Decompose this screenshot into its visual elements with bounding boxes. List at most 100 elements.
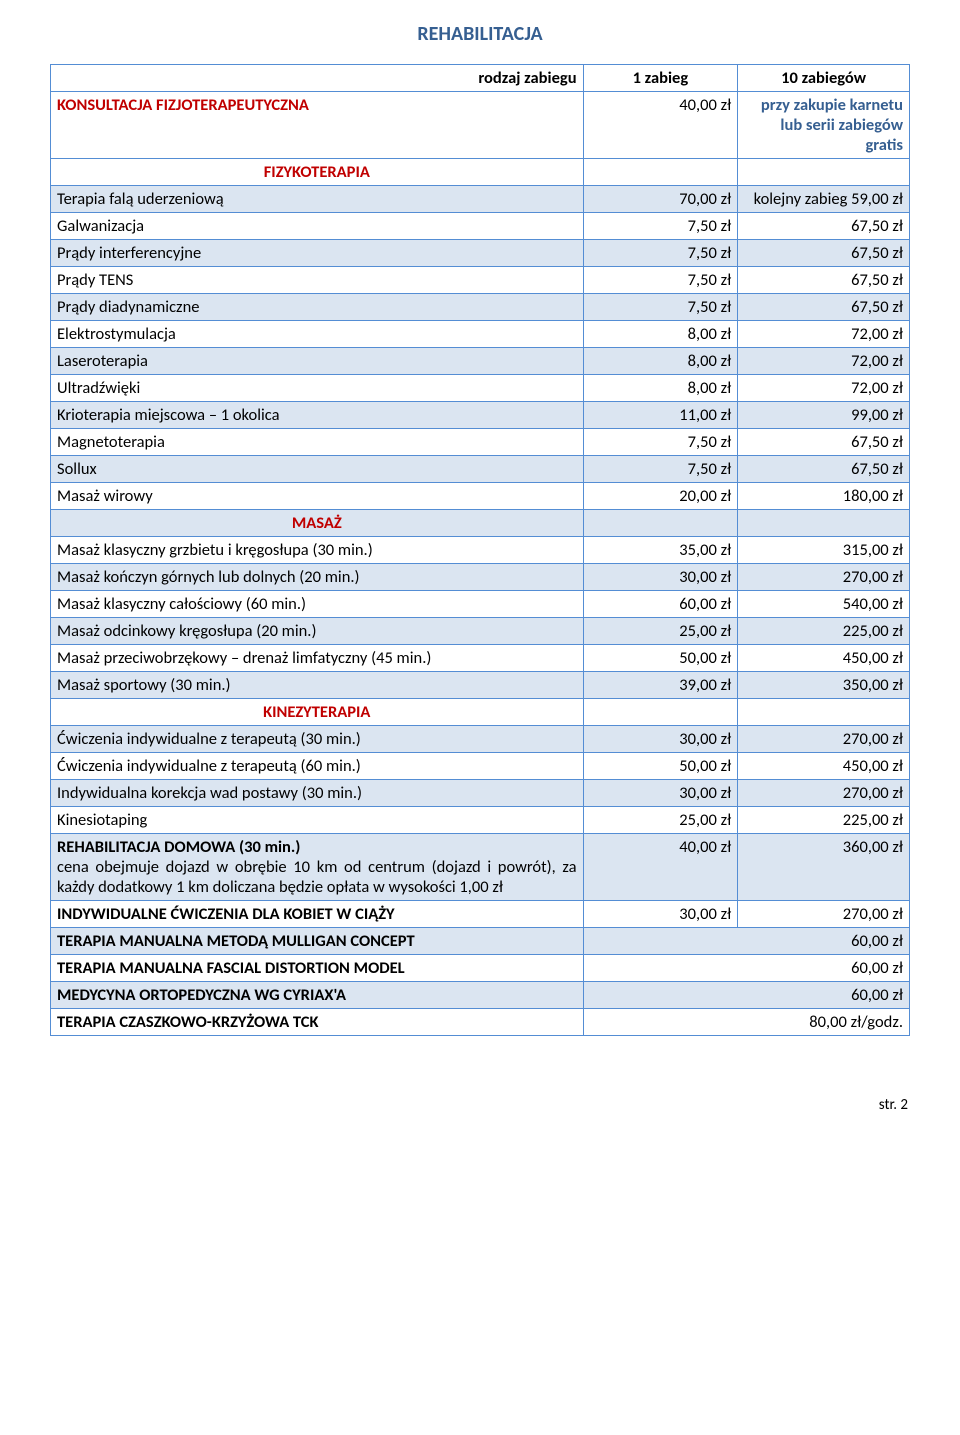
row-label: REHABILITACJA DOMOWA (30 min.)cena obejm… <box>51 834 584 901</box>
table-row: Ćwiczenia indywidualne z terapeutą (60 m… <box>51 753 910 780</box>
row-price-1: 8,00 zł <box>583 321 738 348</box>
table-row: Masaż przeciwobrzękowy – drenaż limfatyc… <box>51 645 910 672</box>
row-price-1: 7,50 zł <box>583 294 738 321</box>
table-row: Masaż sportowy (30 min.)39,00 zł350,00 z… <box>51 672 910 699</box>
row-label: Prądy TENS <box>51 267 584 294</box>
table-row: Krioterapia miejscowa – 1 okolica11,00 z… <box>51 402 910 429</box>
row-price-1: 30,00 zł <box>583 780 738 807</box>
row-price-10: kolejny zabieg 59,00 zł <box>738 186 910 213</box>
row-desc: cena obejmuje dojazd w obrębie 10 km od … <box>57 857 577 897</box>
row-price-10: 72,00 zł <box>738 375 910 402</box>
row-label: Masaż odcinkowy kręgosłupa (20 min.) <box>51 618 584 645</box>
row-label: FIZYKOTERAPIA <box>51 159 584 186</box>
row-price-10: 450,00 zł <box>738 753 910 780</box>
row-label: TERAPIA CZASZKOWO-KRZYŻOWA TCK <box>51 1009 584 1036</box>
row-label: Magnetoterapia <box>51 429 584 456</box>
row-price-10: 270,00 zł <box>738 901 910 928</box>
row-price-1 <box>583 159 738 186</box>
row-price-1: 11,00 zł <box>583 402 738 429</box>
row-label: TERAPIA MANUALNA METODĄ MULLIGAN CONCEPT <box>51 928 584 955</box>
row-price-10: 67,50 zł <box>738 213 910 240</box>
row-price-10: 315,00 zł <box>738 537 910 564</box>
row-price-10: 67,50 zł <box>738 294 910 321</box>
row-price-merged: 60,00 zł <box>583 928 909 955</box>
row-label: Masaż wirowy <box>51 483 584 510</box>
row-price-1: 60,00 zł <box>583 591 738 618</box>
row-label: Prądy diadynamiczne <box>51 294 584 321</box>
table-row: MASAŻ <box>51 510 910 537</box>
row-label: INDYWIDUALNE ĆWICZENIA DLA KOBIET W CIĄŻ… <box>51 901 584 928</box>
row-price-1: 7,50 zł <box>583 429 738 456</box>
row-label: Masaż klasyczny grzbietu i kręgosłupa (3… <box>51 537 584 564</box>
table-row: Kinesiotaping25,00 zł225,00 zł <box>51 807 910 834</box>
table-row: FIZYKOTERAPIA <box>51 159 910 186</box>
table-row: Elektrostymulacja8,00 zł72,00 zł <box>51 321 910 348</box>
table-row: Masaż kończyn górnych lub dolnych (20 mi… <box>51 564 910 591</box>
row-label: MASAŻ <box>51 510 584 537</box>
row-price-1: 70,00 zł <box>583 186 738 213</box>
page-footer: str. 2 <box>50 1096 910 1114</box>
row-price-1: 7,50 zł <box>583 456 738 483</box>
table-row: Masaż wirowy20,00 zł180,00 zł <box>51 483 910 510</box>
row-label: KONSULTACJA FIZJOTERAPEUTYCZNA <box>51 92 584 159</box>
table-row: Indywidualna korekcja wad postawy (30 mi… <box>51 780 910 807</box>
row-price-10: 270,00 zł <box>738 564 910 591</box>
row-price-10: 67,50 zł <box>738 240 910 267</box>
row-label: Laseroterapia <box>51 348 584 375</box>
table-row: Galwanizacja7,50 zł67,50 zł <box>51 213 910 240</box>
row-price-1: 50,00 zł <box>583 645 738 672</box>
row-price-1: 20,00 zł <box>583 483 738 510</box>
row-price-10: 180,00 zł <box>738 483 910 510</box>
row-label: Terapia falą uderzeniową <box>51 186 584 213</box>
row-price-10 <box>738 159 910 186</box>
row-label: Ćwiczenia indywidualne z terapeutą (60 m… <box>51 753 584 780</box>
row-label: TERAPIA MANUALNA FASCIAL DISTORTION MODE… <box>51 955 584 982</box>
table-row: TERAPIA MANUALNA METODĄ MULLIGAN CONCEPT… <box>51 928 910 955</box>
row-price-1: 8,00 zł <box>583 375 738 402</box>
row-price-10: 225,00 zł <box>738 807 910 834</box>
row-price-1: 30,00 zł <box>583 564 738 591</box>
row-price-10: 350,00 zł <box>738 672 910 699</box>
row-price-10 <box>738 510 910 537</box>
row-price-1: 7,50 zł <box>583 267 738 294</box>
row-price-1: 39,00 zł <box>583 672 738 699</box>
row-price-1: 25,00 zł <box>583 807 738 834</box>
row-price-10: 270,00 zł <box>738 780 910 807</box>
row-price-1: 40,00 zł <box>583 834 738 901</box>
table-row: KINEZYTERAPIA <box>51 699 910 726</box>
row-title: REHABILITACJA DOMOWA (30 min.) <box>57 837 300 857</box>
row-price-10: 450,00 zł <box>738 645 910 672</box>
price-table: rodzaj zabiegu1 zabieg10 zabiegówKONSULT… <box>50 64 910 1036</box>
row-price-merged: 60,00 zł <box>583 982 909 1009</box>
row-price-1: 8,00 zł <box>583 348 738 375</box>
row-price-10: 99,00 zł <box>738 402 910 429</box>
row-price-10 <box>738 699 910 726</box>
row-price-10: 540,00 zł <box>738 591 910 618</box>
page: REHABILITACJA rodzaj zabiegu1 zabieg10 z… <box>0 0 960 1114</box>
page-title: REHABILITACJA <box>50 22 910 46</box>
row-price-10: 67,50 zł <box>738 456 910 483</box>
row-price-10: 72,00 zł <box>738 348 910 375</box>
table-row: INDYWIDUALNE ĆWICZENIA DLA KOBIET W CIĄŻ… <box>51 901 910 928</box>
row-price-10: 225,00 zł <box>738 618 910 645</box>
row-price-1: 25,00 zł <box>583 618 738 645</box>
row-price-merged: 80,00 zł/godz. <box>583 1009 909 1036</box>
row-label: Krioterapia miejscowa – 1 okolica <box>51 402 584 429</box>
row-label: Ultradźwięki <box>51 375 584 402</box>
table-row: Masaż klasyczny całościowy (60 min.)60,0… <box>51 591 910 618</box>
table-row: Magnetoterapia7,50 zł67,50 zł <box>51 429 910 456</box>
row-price-1 <box>583 510 738 537</box>
table-row: REHABILITACJA DOMOWA (30 min.)cena obejm… <box>51 834 910 901</box>
table-row: TERAPIA MANUALNA FASCIAL DISTORTION MODE… <box>51 955 910 982</box>
row-price-1: 7,50 zł <box>583 240 738 267</box>
table-row: Prądy diadynamiczne7,50 zł67,50 zł <box>51 294 910 321</box>
header-col-10zabiegow: 10 zabiegów <box>738 65 910 92</box>
row-label: Masaż przeciwobrzękowy – drenaż limfatyc… <box>51 645 584 672</box>
row-price-merged: 60,00 zł <box>583 955 909 982</box>
table-row: Prądy TENS7,50 zł67,50 zł <box>51 267 910 294</box>
table-row: Laseroterapia8,00 zł72,00 zł <box>51 348 910 375</box>
table-row: TERAPIA CZASZKOWO-KRZYŻOWA TCK80,00 zł/g… <box>51 1009 910 1036</box>
row-price-1: 40,00 zł <box>583 92 738 159</box>
row-label: Galwanizacja <box>51 213 584 240</box>
header-col-rodzaj: rodzaj zabiegu <box>51 65 584 92</box>
